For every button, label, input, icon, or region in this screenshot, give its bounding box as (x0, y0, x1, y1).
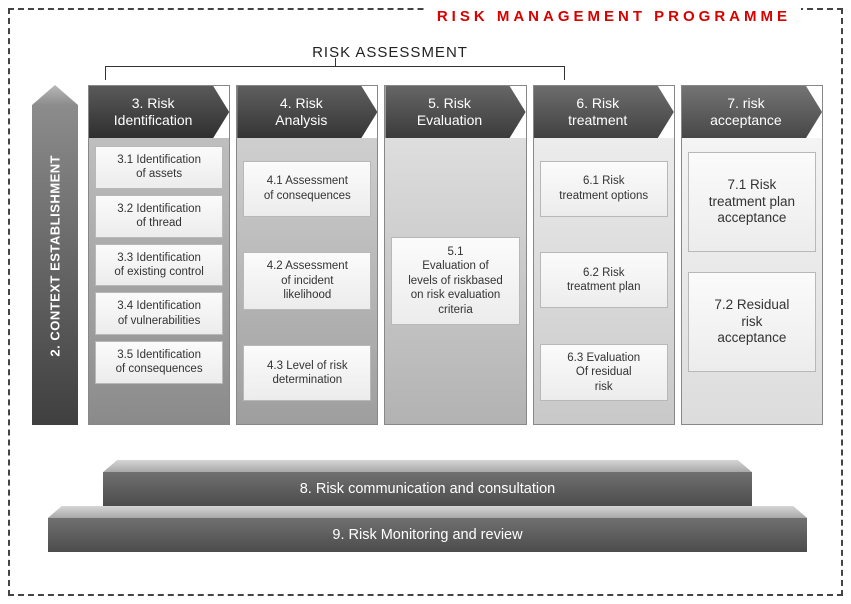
programme-frame: RISK MANAGEMENT PROGRAMME RISK ASSESSMEN… (8, 8, 843, 596)
stage-sub-item: 6.2 Risk treatment plan (540, 252, 668, 308)
plinth-monitoring: 9. Risk Monitoring and review (48, 506, 807, 552)
stage-sub-item: 3.3 Identification of existing control (95, 244, 223, 287)
programme-title: RISK MANAGEMENT PROGRAMME (427, 8, 801, 25)
stage-header: 5. Risk Evaluation (385, 86, 525, 138)
stage-header-label: 6. Risk treatment (568, 95, 627, 130)
stage-sub-item: 7.2 Residual risk acceptance (688, 272, 816, 372)
stage-header: 6. Risk treatment (534, 86, 674, 138)
stage-column: 7. risk acceptance 7.1 Risk treatment pla… (681, 85, 823, 425)
stage-sub-item: 7.1 Risk treatment plan acceptance (688, 152, 816, 252)
stage-body: 5.1 Evaluation of levels of riskbased on… (385, 138, 525, 424)
stage-body: 3.1 Identification of assets 3.2 Identifi… (89, 138, 229, 424)
stage-column: 6. Risk treatment 6.1 Risk treatment opti… (533, 85, 675, 425)
plinth-top-bevel (48, 506, 807, 518)
stage-body: 7.1 Risk treatment plan acceptance 7.2 Re… (682, 138, 822, 424)
plinth-top-bevel (103, 460, 752, 472)
stage-column: 3. Risk Identification 3.1 Identification… (88, 85, 230, 425)
plinth-communication: 8. Risk communication and consultation (103, 460, 752, 506)
stage-header-label: 4. Risk Analysis (275, 95, 327, 130)
stage-header-label: 3. Risk Identification (114, 95, 193, 130)
stage-sub-item: 4.2 Assessment of incident likelihood (243, 252, 371, 309)
stages-row: 3. Risk Identification 3.1 Identification… (88, 85, 823, 425)
sidebar-label: 2. CONTEXT ESTABLISHMENT (48, 155, 63, 357)
stage-body: 6.1 Risk treatment options 6.2 Risk treat… (534, 138, 674, 424)
risk-assessment-label: RISK ASSESSMENT (210, 44, 570, 61)
stage-column: 5. Risk Evaluation 5.1 Evaluation of leve… (384, 85, 526, 425)
stage-sub-item: 3.1 Identification of assets (95, 146, 223, 189)
stage-body: 4.1 Assessment of consequences 4.2 Assess… (237, 138, 377, 424)
stage-sub-item: 4.3 Level of risk determination (243, 345, 371, 401)
stage-sub-item: 3.5 Identification of consequences (95, 341, 223, 384)
plinth-label: 9. Risk Monitoring and review (48, 518, 807, 552)
stage-header: 4. Risk Analysis (237, 86, 377, 138)
stage-header: 7. risk acceptance (682, 86, 822, 138)
stage-sub-item: 3.2 Identification of thread (95, 195, 223, 238)
stage-header: 3. Risk Identification (89, 86, 229, 138)
stage-sub-item: 6.3 Evaluation Of residual risk (540, 344, 668, 401)
stage-header-label: 5. Risk Evaluation (417, 95, 482, 130)
stage-header-label: 7. risk acceptance (710, 95, 782, 130)
stage-column: 4. Risk Analysis 4.1 Assessment of conseq… (236, 85, 378, 425)
plinth-label: 8. Risk communication and consultation (103, 472, 752, 506)
sidebar-arrow-tip (32, 85, 78, 105)
bracket-stem (335, 58, 336, 66)
risk-assessment-bracket (105, 66, 565, 80)
stage-sub-item: 6.1 Risk treatment options (540, 161, 668, 217)
stage-sub-item: 3.4 Identification of vulnerabilities (95, 292, 223, 335)
bottom-plinths: 8. Risk communication and consultation 9… (32, 460, 823, 552)
stage-sub-item: 5.1 Evaluation of levels of riskbased on… (391, 237, 519, 325)
context-establishment-sidebar: 2. CONTEXT ESTABLISHMENT (32, 85, 78, 425)
stage-sub-item: 4.1 Assessment of consequences (243, 161, 371, 217)
